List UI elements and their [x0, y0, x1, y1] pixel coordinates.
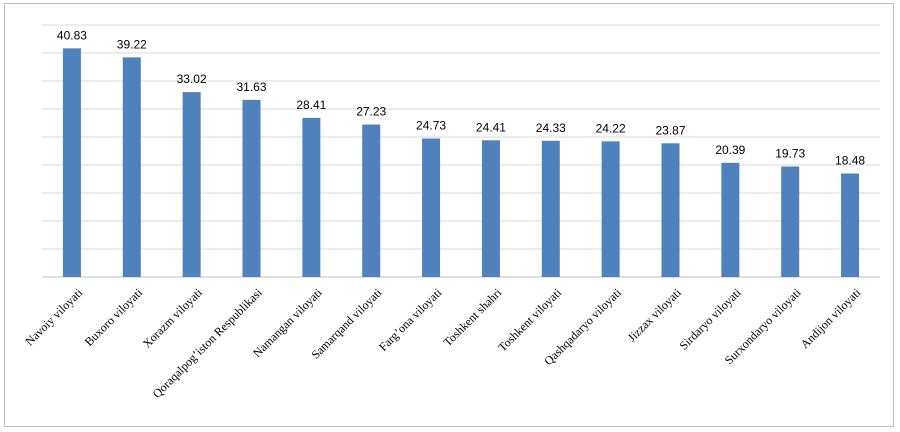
data-label: 19.73 — [775, 147, 805, 161]
category-label: Jizzax viloyati — [625, 285, 685, 345]
data-label: 24.33 — [536, 121, 566, 135]
data-label: 40.83 — [57, 28, 87, 42]
bar — [302, 117, 321, 278]
bars — [62, 48, 860, 278]
data-label: 28.41 — [296, 98, 326, 112]
bar — [481, 140, 500, 277]
data-label: 31.63 — [236, 80, 266, 94]
data-label: 20.39 — [715, 143, 745, 157]
bar — [841, 173, 860, 277]
bar — [362, 124, 381, 278]
data-label: 27.23 — [356, 105, 386, 119]
category-label: Farg’ona viloyati — [376, 285, 445, 354]
bar — [422, 138, 441, 277]
bar — [721, 162, 740, 277]
data-label: 39.22 — [117, 37, 147, 51]
bar — [62, 48, 81, 277]
category-label: Toshkent shahri — [441, 285, 505, 349]
category-label: Andijon viloyati — [798, 285, 864, 351]
category-label: Xorazm viloyati — [140, 285, 206, 351]
bar — [541, 140, 560, 277]
data-label: 23.87 — [655, 123, 685, 137]
gridlines — [42, 24, 880, 278]
category-label: Sirdaryo viloyati — [677, 285, 745, 353]
data-labels: 40.83 39.22 33.02 31.63 28.41 27.23 24.73 24.41… — [57, 28, 865, 167]
data-label: 33.02 — [177, 72, 207, 86]
bar — [182, 92, 201, 277]
category-label: Navoiy viloyati — [22, 285, 85, 348]
bar — [601, 141, 620, 277]
bar — [661, 143, 680, 277]
category-label: Buxoro viloyati — [82, 285, 146, 349]
data-label: 18.48 — [835, 154, 865, 168]
bar — [242, 99, 261, 277]
data-label: 24.73 — [416, 119, 446, 133]
data-label: 24.22 — [596, 121, 626, 135]
bar — [122, 57, 141, 278]
category-label: Qoraqalpog’iston Respublikasi — [150, 285, 266, 401]
bar — [781, 166, 800, 277]
data-label: 24.41 — [476, 120, 506, 134]
chart-frame — [4, 3, 894, 427]
